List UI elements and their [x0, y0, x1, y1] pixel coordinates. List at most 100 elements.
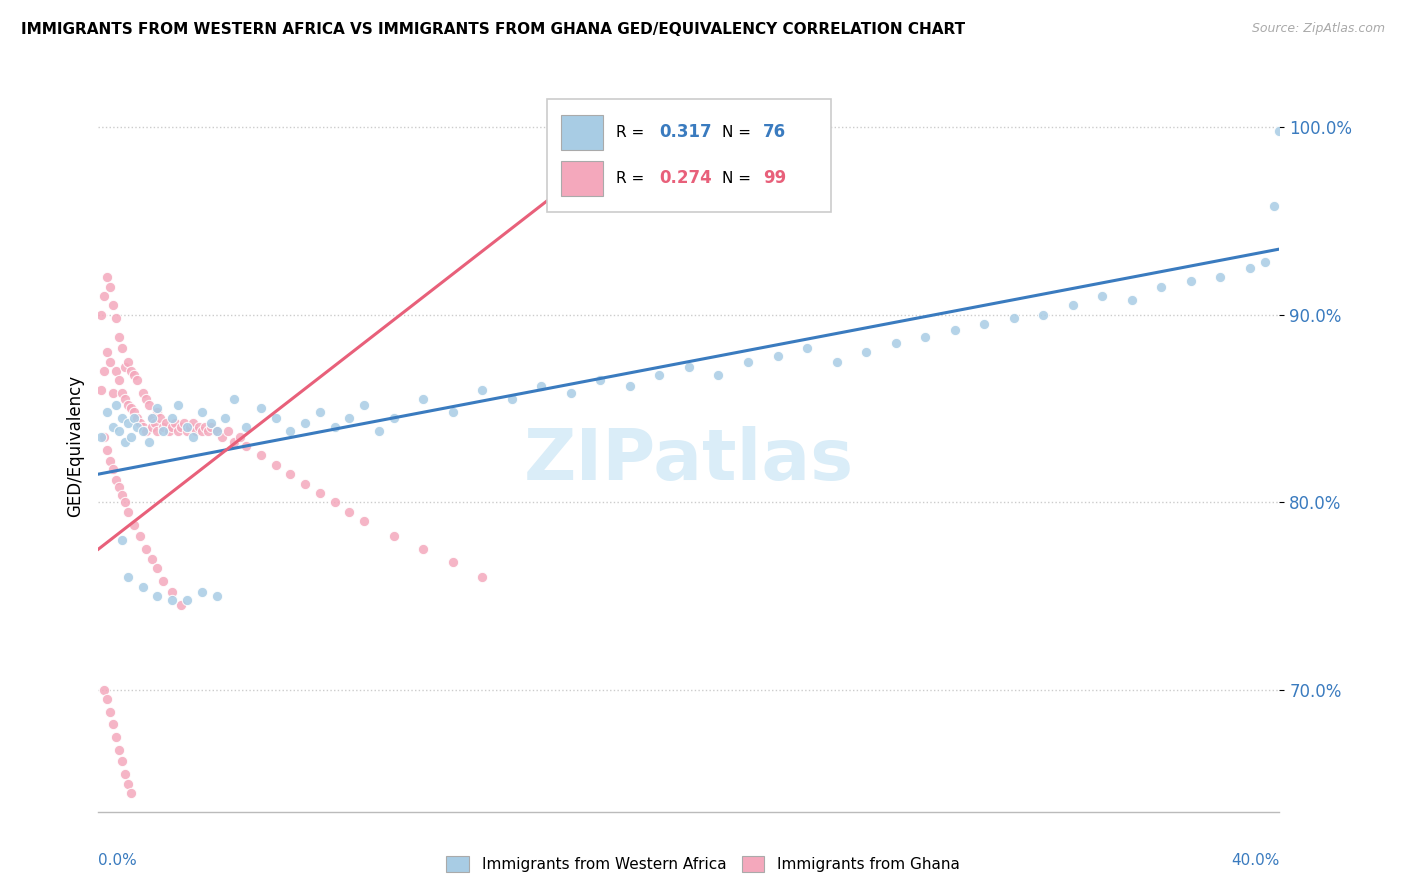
Point: [914, 330, 936, 344]
Point: [117, 417, 139, 431]
Legend: Immigrants from Western Africa, Immigrants from Ghana: Immigrants from Western Africa, Immigran…: [439, 848, 967, 880]
Point: [1180, 274, 1202, 288]
Point: [135, 392, 157, 406]
Point: [224, 392, 246, 406]
Point: [1263, 199, 1285, 213]
Point: [250, 449, 273, 463]
Point: [589, 373, 612, 387]
Point: [162, 585, 183, 599]
Point: [98, 354, 121, 368]
Point: [1150, 279, 1173, 293]
Point: [152, 574, 174, 588]
Point: [111, 488, 134, 502]
Point: [309, 405, 332, 419]
Point: [117, 398, 139, 412]
Point: [157, 424, 180, 438]
Point: [143, 417, 166, 431]
Point: [117, 354, 139, 368]
Point: [103, 461, 125, 475]
Point: [167, 424, 190, 438]
Point: [181, 417, 204, 431]
Point: [141, 410, 163, 425]
Text: 76: 76: [763, 123, 786, 141]
Text: N =: N =: [723, 170, 756, 186]
Point: [105, 398, 128, 412]
Point: [128, 529, 150, 543]
Point: [648, 368, 671, 382]
Point: [368, 424, 391, 438]
Point: [96, 345, 118, 359]
Point: [120, 401, 142, 416]
Point: [141, 420, 163, 434]
Point: [309, 486, 332, 500]
Point: [176, 420, 198, 434]
Point: [146, 589, 169, 603]
Point: [96, 270, 118, 285]
Point: [132, 386, 155, 401]
Point: [111, 533, 134, 547]
Point: [122, 405, 145, 419]
Text: 0.274: 0.274: [659, 169, 713, 187]
Text: Source: ZipAtlas.com: Source: ZipAtlas.com: [1251, 22, 1385, 36]
Point: [235, 439, 257, 453]
Point: [1209, 270, 1232, 285]
Point: [973, 317, 995, 331]
Point: [707, 368, 730, 382]
Point: [111, 342, 134, 356]
Point: [90, 429, 112, 443]
Point: [173, 417, 195, 431]
Point: [98, 706, 121, 720]
Point: [135, 542, 157, 557]
Point: [179, 420, 201, 434]
Point: [105, 311, 128, 326]
Point: [167, 398, 190, 412]
Point: [471, 383, 494, 397]
Point: [825, 354, 848, 368]
Point: [125, 410, 148, 425]
Text: 0.317: 0.317: [659, 123, 711, 141]
Point: [146, 561, 169, 575]
Point: [229, 429, 252, 443]
Point: [93, 682, 115, 697]
Text: N =: N =: [723, 125, 756, 140]
Point: [93, 429, 115, 443]
Point: [108, 373, 131, 387]
Point: [294, 417, 316, 431]
Point: [181, 429, 204, 443]
Point: [294, 476, 316, 491]
Text: R =: R =: [616, 125, 648, 140]
Text: 40.0%: 40.0%: [1232, 853, 1279, 868]
Point: [235, 420, 257, 434]
Point: [441, 405, 464, 419]
Point: [619, 379, 641, 393]
Point: [501, 392, 523, 406]
Point: [111, 410, 134, 425]
Point: [194, 420, 217, 434]
Point: [176, 424, 198, 438]
Point: [280, 424, 302, 438]
Point: [205, 424, 228, 438]
Point: [108, 743, 131, 757]
Point: [1268, 124, 1291, 138]
Point: [187, 420, 209, 434]
Point: [176, 592, 198, 607]
Point: [1239, 260, 1261, 275]
Point: [678, 360, 700, 375]
Point: [135, 424, 157, 438]
Point: [170, 420, 193, 434]
Point: [280, 467, 302, 482]
Y-axis label: GED/Equivalency: GED/Equivalency: [66, 375, 84, 517]
Point: [1254, 255, 1277, 269]
Point: [165, 417, 187, 431]
Point: [114, 767, 136, 781]
Point: [323, 420, 346, 434]
Point: [105, 473, 128, 487]
Point: [471, 570, 494, 584]
Point: [412, 392, 434, 406]
Point: [114, 392, 136, 406]
Point: [98, 279, 121, 293]
Point: [737, 354, 759, 368]
Point: [90, 383, 112, 397]
Point: [162, 420, 183, 434]
Point: [96, 442, 118, 457]
